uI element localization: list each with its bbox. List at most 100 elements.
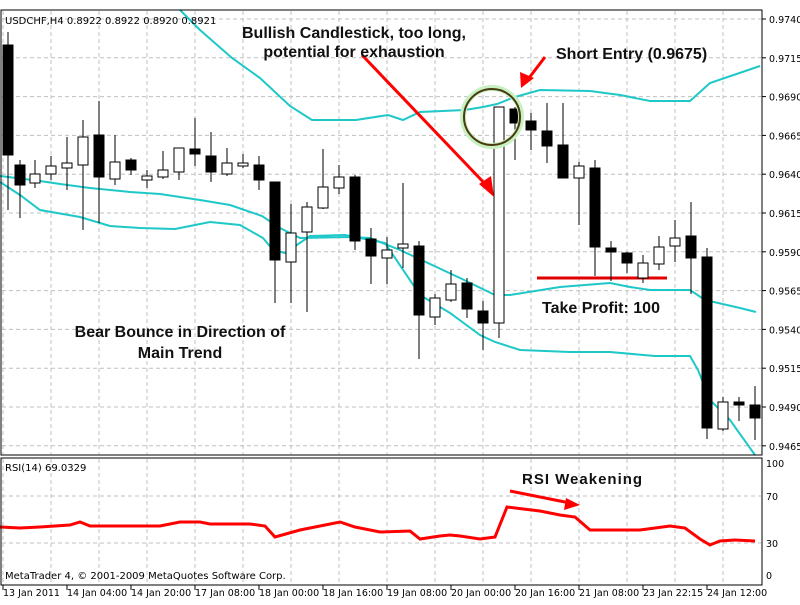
candle [125, 158, 137, 175]
rsi-level-label: 30 [766, 539, 778, 550]
time-label: 24 Jan 12:00 [707, 588, 767, 599]
candle [733, 397, 745, 421]
time-label: 18 Jan 16:00 [323, 588, 383, 599]
candle [157, 151, 169, 179]
price-label: 0.9665 [769, 131, 800, 142]
copyright-text: MetaTrader 4, © 2001-2009 MetaQuotes Sof… [5, 571, 286, 582]
time-label: 19 Jan 08:00 [387, 588, 447, 599]
panel-borders [0, 9, 763, 586]
rsi-level-label: 70 [766, 492, 778, 503]
rsi-axis: 100 70 30 0 [766, 459, 784, 582]
candlesticks [2, 32, 761, 440]
candle [61, 137, 73, 190]
candle [605, 241, 617, 281]
candle [429, 294, 441, 325]
price-label: 0.9590 [769, 248, 800, 259]
candle [189, 118, 201, 166]
candle [573, 162, 585, 225]
price-label: 0.9715 [769, 54, 800, 65]
candle [141, 170, 153, 188]
candle [701, 248, 713, 439]
price-label: 0.9515 [769, 364, 800, 375]
take-profit-label: Take Profit: 100 [542, 300, 660, 317]
bollinger-lower-line [0, 181, 756, 456]
annotation-arrows [360, 53, 580, 510]
time-label: 20 Jan 00:00 [451, 588, 511, 599]
candle [685, 202, 697, 294]
candle [397, 183, 409, 268]
entry-arrowhead-icon [520, 72, 534, 88]
candle [749, 386, 761, 440]
candle [525, 113, 537, 150]
bollinger-bands [0, 9, 761, 456]
candle [237, 154, 249, 168]
candle [317, 149, 329, 209]
candle [653, 236, 665, 270]
price-label: 0.9540 [769, 325, 800, 336]
rsi-level-label: 100 [766, 459, 784, 470]
bollinger-middle-line [0, 175, 757, 313]
candle [285, 204, 297, 303]
candle [589, 160, 601, 276]
rsi-title: RSI(14) 69.0329 [5, 463, 86, 474]
time-label: 18 Jan 00:00 [259, 588, 319, 599]
candle [365, 228, 377, 284]
candle [269, 181, 281, 303]
entry-arrow-icon [527, 56, 547, 79]
candle [717, 397, 729, 431]
candle [93, 101, 105, 223]
bullish-arrow-icon [360, 53, 490, 189]
short-entry-circle [460, 85, 524, 149]
time-label: 23 Jan 22:15 [643, 588, 703, 599]
candle [333, 165, 345, 194]
symbol-header: USDCHF,H4 0.8922 0.8922 0.8920 0.8921 [5, 16, 216, 27]
candle [29, 160, 41, 188]
price-label: 0.9740 [769, 15, 800, 26]
candle [541, 103, 553, 163]
short-entry-label: Short Entry (0.9675) [556, 46, 707, 63]
grid [2, 11, 761, 584]
candle [221, 148, 233, 176]
candle [45, 156, 57, 180]
bollinger-upper-line [179, 9, 761, 122]
time-label: 14 Jan 04:00 [67, 588, 127, 599]
time-axis: 13 Jan 2011 14 Jan 04:00 14 Jan 20:00 17 Ja… [2, 585, 767, 599]
candle [477, 301, 489, 350]
rsi-arrow-icon [509, 489, 571, 505]
candle [461, 278, 473, 318]
candle [173, 147, 185, 180]
candle [557, 103, 569, 179]
candle [77, 120, 89, 230]
time-label: 17 Jan 08:00 [195, 588, 255, 599]
time-label: 20 Jan 16:00 [515, 588, 575, 599]
price-label: 0.9565 [769, 287, 800, 298]
price-label: 0.9615 [769, 209, 800, 220]
candle [2, 32, 14, 210]
rsi-level-label: 0 [766, 571, 772, 582]
candle [14, 160, 26, 218]
price-axis: 0.9740 0.9715 0.9690 0.9665 0.9640 0.9615 0.95… [762, 15, 800, 453]
bullish-annotation-line1: Bullish Candlestick, too long, [242, 25, 466, 42]
price-label: 0.9690 [769, 93, 800, 104]
bullish-annotation-line2: potential for exhaustion [263, 44, 444, 61]
rsi-arrowhead-icon [564, 498, 580, 510]
candle [445, 270, 457, 302]
candle [381, 237, 393, 284]
candle [109, 135, 121, 185]
candle [205, 132, 217, 182]
bullish-arrowhead-icon [479, 176, 494, 197]
rsi-line [0, 505, 756, 547]
candle [349, 175, 361, 250]
time-label: 13 Jan 2011 [3, 588, 60, 599]
price-label: 0.9640 [769, 170, 800, 181]
candle [253, 156, 265, 190]
candle [413, 241, 425, 359]
bear-bounce-line1: Bear Bounce in Direction of [75, 324, 286, 341]
bear-bounce-line2: Main Trend [138, 345, 222, 362]
price-label: 0.9490 [769, 403, 800, 414]
candle [669, 220, 681, 262]
candle [621, 252, 633, 273]
time-label: 14 Jan 20:00 [131, 588, 191, 599]
